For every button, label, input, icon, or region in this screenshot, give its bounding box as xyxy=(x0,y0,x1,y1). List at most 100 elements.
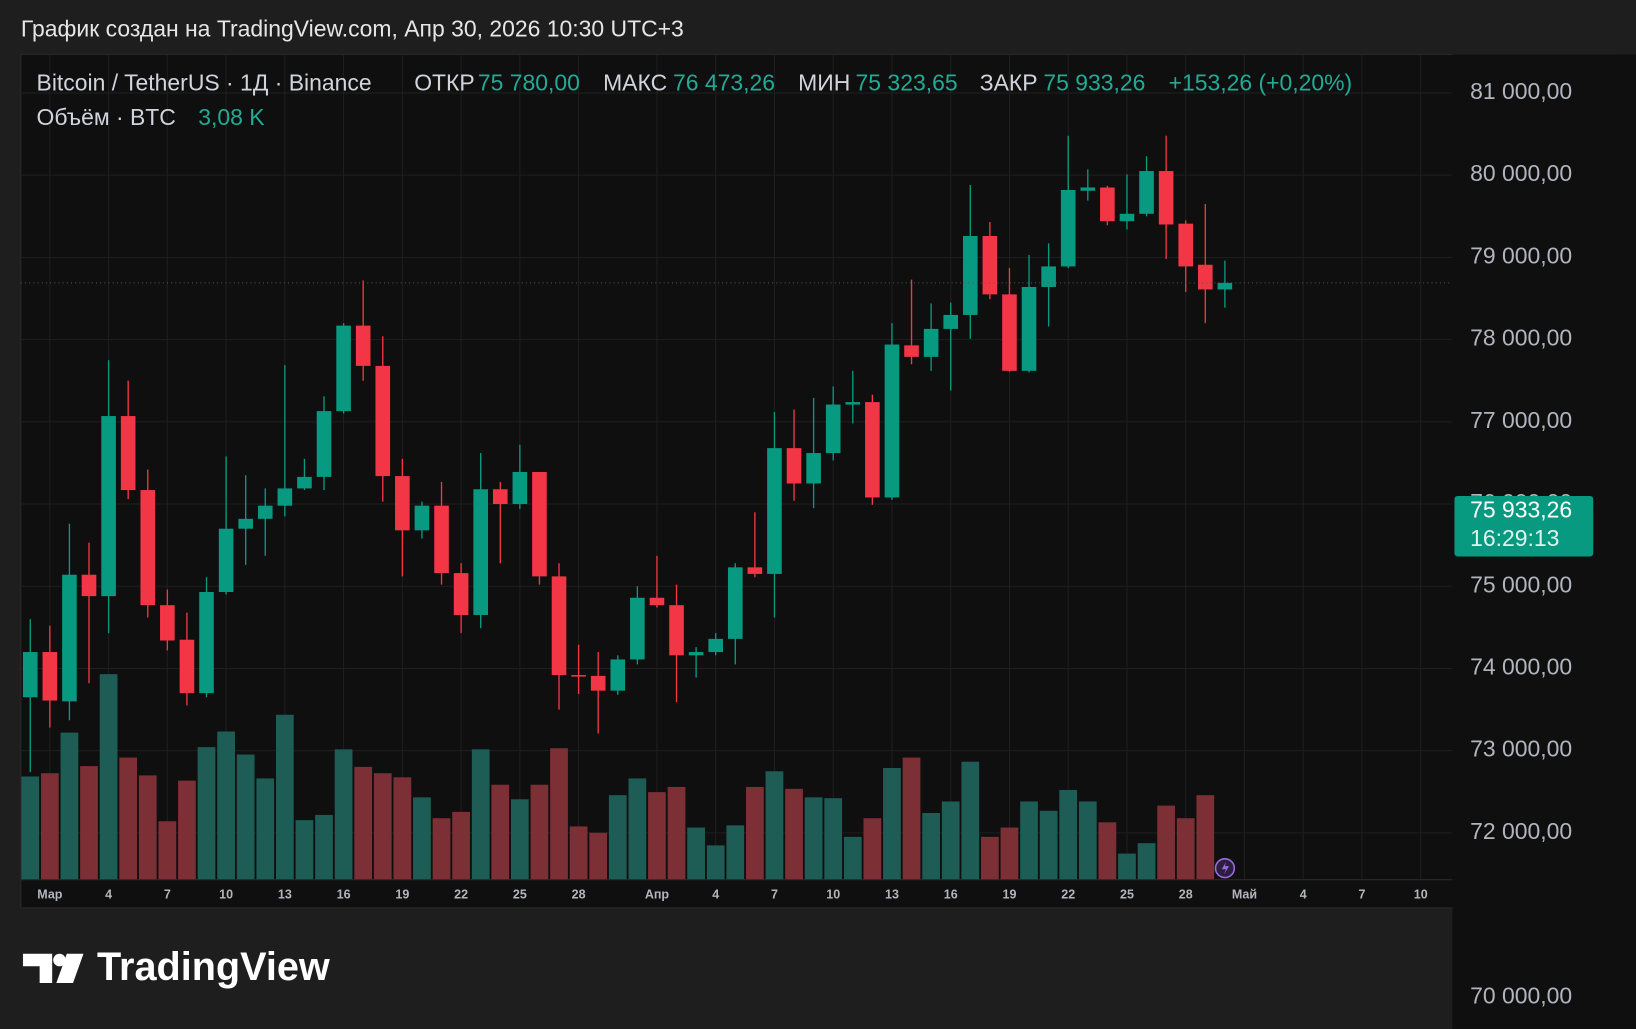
candle-body xyxy=(845,402,861,405)
candle-body xyxy=(316,411,332,477)
volume-bar xyxy=(804,797,823,880)
volume-bar xyxy=(275,714,294,880)
volume-bar xyxy=(589,832,608,880)
brand-name: TradingView xyxy=(97,945,330,989)
volume-bar xyxy=(217,731,235,880)
volume-bar xyxy=(197,747,216,880)
candle-body xyxy=(865,402,880,498)
symbol: Bitcoin / TetherUS · 1Д · Binance xyxy=(37,70,372,96)
volume-bar xyxy=(21,776,40,880)
volume-bar xyxy=(1176,818,1195,880)
logo-mark xyxy=(22,953,53,983)
candle-body xyxy=(62,574,77,702)
brand-logo xyxy=(22,953,84,983)
candle-body xyxy=(904,345,919,357)
x-tick-label: 19 xyxy=(1002,888,1016,902)
volume-bar xyxy=(432,818,451,880)
candle-body xyxy=(453,573,469,616)
candle-body xyxy=(375,365,391,477)
volume-value: 3,08 K xyxy=(198,104,265,130)
x-tick-label: 16 xyxy=(944,888,958,902)
candle-body xyxy=(473,489,488,616)
candle-body xyxy=(943,314,959,329)
candle-body xyxy=(81,574,97,597)
logo-mark xyxy=(56,953,84,983)
candle-body xyxy=(884,344,900,498)
low-label: МИН xyxy=(798,70,850,96)
candle-body xyxy=(199,592,214,694)
candle-body xyxy=(1080,187,1096,191)
candle-body xyxy=(610,659,626,691)
candle-body xyxy=(414,505,430,531)
x-tick-label: Мар xyxy=(37,888,63,902)
y-tick-label: 75 000,00 xyxy=(1470,571,1572,597)
open-label: ОТКР xyxy=(414,70,475,96)
volume-bar xyxy=(1137,843,1156,880)
y-tick-label: 74 000,00 xyxy=(1470,654,1572,680)
x-tick-label: 25 xyxy=(1120,888,1134,902)
change-value: +153,26 (+0,20%) xyxy=(1169,70,1353,96)
y-tick-label: 77 000,00 xyxy=(1470,407,1572,433)
volume-bar xyxy=(138,775,157,880)
candle-body xyxy=(395,476,410,531)
candle-body xyxy=(42,652,58,701)
alert-icon-bolt xyxy=(1221,861,1230,875)
candle-body xyxy=(806,453,821,484)
open-value: 75 780,00 xyxy=(478,70,580,96)
low-value: 75 323,65 xyxy=(856,70,958,96)
volume-bar xyxy=(1078,801,1097,880)
volume-bar xyxy=(981,836,999,880)
volume-bar xyxy=(785,788,803,880)
x-tick-label: 13 xyxy=(278,888,292,902)
volume-bar xyxy=(1000,827,1019,880)
volume-bar xyxy=(922,812,940,880)
candle-body xyxy=(571,675,586,677)
candle-body xyxy=(825,404,841,454)
candle-body xyxy=(747,567,763,574)
volume-bar xyxy=(824,798,843,880)
candle-body xyxy=(649,597,665,606)
x-tick-label: 13 xyxy=(885,888,899,902)
price-label: 75 933,26 xyxy=(1470,497,1572,523)
volume-bar xyxy=(354,766,373,880)
x-tick-label: 28 xyxy=(572,888,586,902)
volume-bar xyxy=(334,749,353,880)
close-value: 75 933,26 xyxy=(1043,70,1145,96)
candle-body xyxy=(1139,171,1154,214)
x-tick-label: 10 xyxy=(826,888,840,902)
grid xyxy=(20,54,1453,880)
volume-bar xyxy=(863,818,882,880)
candle-body xyxy=(22,652,38,698)
candle-body xyxy=(1041,266,1056,287)
candle-body xyxy=(492,489,508,505)
candle-body xyxy=(786,448,802,484)
candle-body xyxy=(238,518,253,529)
candle-body xyxy=(101,416,116,597)
candle-body xyxy=(297,476,312,489)
candle-body xyxy=(277,488,293,506)
volume-bar xyxy=(158,821,177,880)
volume-bar xyxy=(687,827,705,880)
volume-bar xyxy=(648,792,666,880)
volume-bar xyxy=(550,748,568,880)
candle-body xyxy=(551,576,567,676)
volume-bar xyxy=(530,784,549,880)
candle-body xyxy=(1119,213,1135,222)
volume-bar xyxy=(256,778,275,880)
volume-bar xyxy=(178,780,196,880)
high-label: МАКС xyxy=(603,70,667,96)
volume-bar xyxy=(452,811,470,880)
volume-bar xyxy=(80,766,98,880)
y-tick-label: 70 000,00 xyxy=(1470,982,1572,1008)
volume-label: Объём · BTC xyxy=(37,104,176,130)
candle-body xyxy=(923,328,939,357)
candle-body xyxy=(140,490,156,606)
volume-bar xyxy=(1020,801,1038,880)
y-tick-label: 80 000,00 xyxy=(1470,160,1572,186)
candle-body xyxy=(532,471,547,577)
price-label-box xyxy=(1454,495,1594,557)
volume-bar xyxy=(745,786,764,880)
candle-body xyxy=(1197,264,1213,290)
